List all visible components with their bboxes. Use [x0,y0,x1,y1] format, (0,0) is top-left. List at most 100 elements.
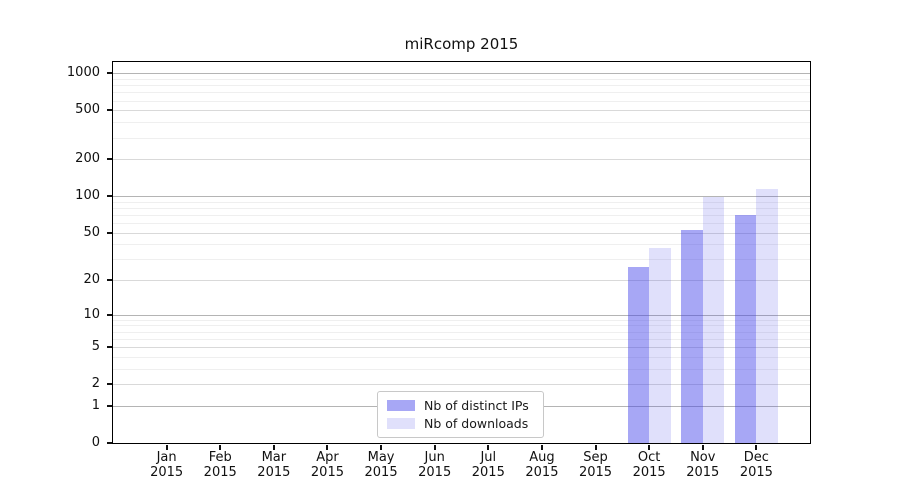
x-tick-year: 2015 [471,465,505,480]
gridline-major [113,384,810,386]
gridline-power10 [113,314,810,316]
gridline-power10 [113,196,810,198]
x-tick-year: 2015 [150,465,184,480]
gridline-minor [113,223,810,225]
gridline-minor [113,331,810,333]
gridline-minor [113,214,810,216]
y-tick-label: 5 [91,339,100,355]
y-tick-label: 200 [75,151,100,167]
legend-swatch-distinct-ips [387,400,415,411]
x-tick-month: Apr [316,450,339,465]
x-tick-label-mar: Mar 2015 [246,450,302,480]
gridline-major [113,280,810,282]
y-tick-label: 1 [91,397,100,413]
x-tick-year: 2015 [257,465,291,480]
y-tick-mark [107,383,112,386]
legend: Nb of distinct IPs Nb of downloads [377,391,544,438]
y-tick-mark [107,346,112,349]
y-tick-label: 100 [75,188,100,204]
x-tick-mark [648,445,651,450]
x-tick-label-aug: Aug 2015 [514,450,570,480]
bars-layer [113,62,810,443]
y-tick-label: 50 [83,224,100,240]
x-tick-label-feb: Feb 2015 [192,450,248,480]
x-tick-label-jun: Jun 2015 [407,450,463,480]
x-tick-month: Jun [424,450,445,465]
x-tick-month: Feb [208,450,232,465]
legend-label-distinct-ips: Nb of distinct IPs [424,398,529,413]
gridline-minor [113,259,810,261]
x-tick-month: Jul [480,450,497,465]
x-tick-month: Nov [690,450,716,465]
y-tick-mark [107,195,112,198]
y-tick-mark [107,442,112,444]
x-tick-month: Sep [583,450,608,465]
gridline-minor [113,244,810,246]
bar-downloads-dec [756,188,778,443]
gridline-power10 [113,73,810,75]
gridline-minor [113,319,810,321]
x-tick-year: 2015 [310,465,344,480]
plot-area [112,61,811,444]
bar-downloads-oct [649,248,671,443]
x-tick-year: 2015 [686,465,720,480]
x-tick-year: 2015 [364,465,398,480]
x-tick-month: Mar [261,450,287,465]
y-tick-mark [107,404,112,407]
bar-distinct-ips-nov [681,229,703,443]
gridline-major [113,159,810,161]
y-tick-label: 2 [91,376,100,392]
bar-downloads-nov [702,197,725,443]
x-tick-year: 2015 [739,465,773,480]
gridline-minor [113,356,810,358]
x-tick-mark [755,445,758,450]
legend-label-downloads: Nb of downloads [424,416,529,431]
gridline-minor [113,137,810,139]
y-tick-label: 1000 [66,65,100,81]
x-tick-year: 2015 [578,465,613,480]
x-tick-label-jul: Jul 2015 [460,450,516,480]
gridline-minor [113,85,810,87]
x-tick-label-oct: Oct 2015 [621,450,677,480]
y-tick-mark [107,109,112,112]
x-tick-mark [272,445,275,450]
x-tick-year: 2015 [418,465,452,480]
x-tick-mark [433,445,436,450]
y-tick-mark [107,279,112,282]
x-tick-label-nov: Nov 2015 [675,450,731,480]
x-tick-mark [326,445,329,450]
x-tick-label-dec: Dec 2015 [728,450,784,480]
x-tick-mark [594,445,597,450]
x-tick-year: 2015 [632,465,666,480]
x-tick-month: Dec [743,450,769,465]
legend-item-downloads: Nb of downloads [387,416,534,431]
x-tick-year: 2015 [525,465,559,480]
gridline-minor [113,92,810,94]
x-tick-label-jan: Jan 2015 [139,450,195,480]
x-tick-mark [380,445,383,450]
x-tick-label-may: May 2015 [353,450,409,480]
x-tick-mark [540,445,543,450]
gridline-major [113,347,810,349]
y-tick-mark [107,231,112,234]
x-tick-mark [487,445,490,450]
gridline-minor [113,78,810,80]
y-tick-label: 0 [91,435,100,450]
gridline-minor [113,338,810,340]
y-tick-label: 500 [75,102,100,118]
y-tick-mark [107,72,112,75]
x-tick-label-apr: Apr 2015 [299,450,355,480]
y-tick-label: 10 [83,306,100,322]
x-tick-mark [165,445,168,450]
y-tick-label: 20 [83,272,100,288]
x-tick-label-sep: Sep 2015 [568,450,624,480]
gridline-minor [113,100,810,102]
gridline-minor [113,207,810,209]
gridline-minor [113,122,810,124]
bar-distinct-ips-dec [734,214,757,443]
y-tick-mark [107,158,112,161]
gridline-major [113,110,810,112]
legend-swatch-downloads [387,418,415,429]
x-tick-year: 2015 [203,465,237,480]
